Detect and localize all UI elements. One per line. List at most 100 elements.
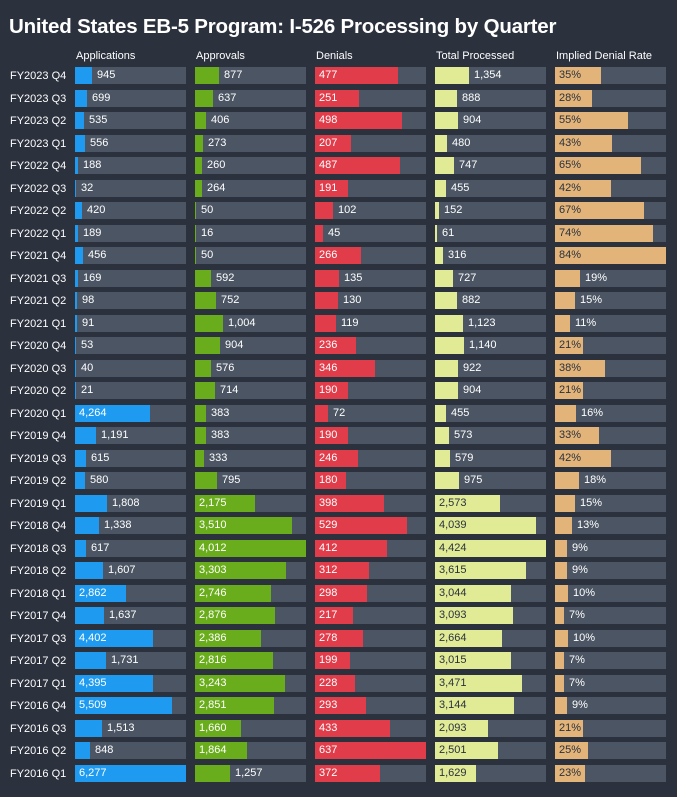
value-label: 9%: [572, 699, 588, 711]
bar-denial-rate: [555, 652, 564, 669]
value-label: 3,093: [439, 609, 467, 621]
bar-track: 383: [195, 405, 306, 422]
row-label: FY2023 Q3: [10, 92, 67, 105]
bar-track: 15%: [555, 495, 666, 512]
bar-denials: [315, 427, 348, 444]
bar-track: 189: [75, 225, 186, 242]
row-label: FY2023 Q1: [10, 137, 67, 150]
value-label: 217: [319, 609, 338, 621]
bar-approvals: [195, 180, 202, 197]
bar-track: 72: [315, 405, 426, 422]
value-label: 43%: [559, 137, 582, 149]
bar-applications: [75, 652, 106, 669]
value-label: 383: [211, 429, 230, 441]
bar-denials: [315, 225, 323, 242]
value-label: 188: [83, 159, 102, 171]
bar-denials: [315, 202, 333, 219]
bar-track: 67%: [555, 202, 666, 219]
bar-track: 1,338: [75, 517, 186, 534]
row-label: FY2019 Q2: [10, 474, 67, 487]
row-label: FY2020 Q4: [10, 339, 67, 352]
bar-track: 3,471: [435, 675, 546, 692]
bar-denial-rate: [555, 247, 666, 264]
bar-approvals: [195, 382, 215, 399]
value-label: 2,175: [199, 497, 227, 509]
value-label: 4,424: [439, 542, 467, 554]
bar-track: 199: [315, 652, 426, 669]
bar-track: 617: [75, 540, 186, 557]
value-label: 1,607: [108, 564, 136, 576]
bar-track: 2,386: [195, 630, 306, 647]
value-label: 922: [463, 362, 482, 374]
value-label: 2,501: [439, 744, 467, 756]
value-label: 45: [328, 227, 341, 239]
value-label: 617: [91, 542, 110, 554]
bar-track: 455: [435, 180, 546, 197]
bar-track: 180: [315, 472, 426, 489]
bar-denial-rate: [555, 495, 575, 512]
bar-applications: [75, 585, 126, 602]
bar-track: 16: [195, 225, 306, 242]
value-label: 904: [463, 384, 482, 396]
bar-approvals: [195, 472, 217, 489]
bar-total-processed: [435, 495, 500, 512]
row-label: FY2018 Q2: [10, 564, 67, 577]
bar-track: 420: [75, 202, 186, 219]
bar-track: 190: [315, 382, 426, 399]
value-label: 455: [451, 182, 470, 194]
value-label: 91: [82, 317, 95, 329]
bar-applications: [75, 180, 76, 197]
row-label: FY2022 Q2: [10, 204, 67, 217]
bar-applications: [75, 720, 102, 737]
bar-track: 752: [195, 292, 306, 309]
bar-total-processed: [435, 585, 511, 602]
value-label: 61: [442, 227, 455, 239]
bar-approvals: [195, 112, 206, 129]
bar-approvals: [195, 765, 230, 782]
bar-approvals: [195, 135, 203, 152]
bar-track: 1,629: [435, 765, 546, 782]
bar-approvals: [195, 90, 213, 107]
bar-denials: [315, 720, 390, 737]
value-label: 5,509: [79, 699, 107, 711]
bar-track: 32: [75, 180, 186, 197]
bar-track: 15%: [555, 292, 666, 309]
bar-track: 316: [435, 247, 546, 264]
bar-total-processed: [435, 630, 502, 647]
value-label: 1,338: [104, 519, 132, 531]
bar-approvals: [195, 495, 255, 512]
bar-denial-rate: [555, 202, 644, 219]
bar-approvals: [195, 157, 202, 174]
row-label: FY2016 Q4: [10, 699, 67, 712]
bar-applications: [75, 540, 86, 557]
bar-track: 1,191: [75, 427, 186, 444]
bar-track: 33%: [555, 427, 666, 444]
bar-track: 412: [315, 540, 426, 557]
bar-track: 28%: [555, 90, 666, 107]
bar-track: 45: [315, 225, 426, 242]
bar-applications: [75, 270, 78, 287]
value-label: 477: [319, 69, 338, 81]
bar-track: 333: [195, 450, 306, 467]
bar-total-processed: [435, 315, 463, 332]
bar-track: 1,637: [75, 607, 186, 624]
bar-track: 1,660: [195, 720, 306, 737]
bar-applications: [75, 405, 150, 422]
value-label: 84%: [559, 249, 582, 261]
bar-applications: [75, 450, 86, 467]
bar-track: 2,093: [435, 720, 546, 737]
value-label: 35%: [559, 69, 582, 81]
value-label: 65%: [559, 159, 582, 171]
value-label: 28%: [559, 92, 582, 104]
row-label: FY2018 Q3: [10, 542, 67, 555]
bar-track: 699: [75, 90, 186, 107]
bar-denials: [315, 607, 353, 624]
bar-applications: [75, 427, 96, 444]
value-label: 4,012: [199, 542, 227, 554]
bar-track: 433: [315, 720, 426, 737]
value-label: 130: [343, 294, 362, 306]
bar-track: 877: [195, 67, 306, 84]
bar-track: 975: [435, 472, 546, 489]
bar-denials: [315, 67, 398, 84]
bar-approvals: [195, 225, 196, 242]
